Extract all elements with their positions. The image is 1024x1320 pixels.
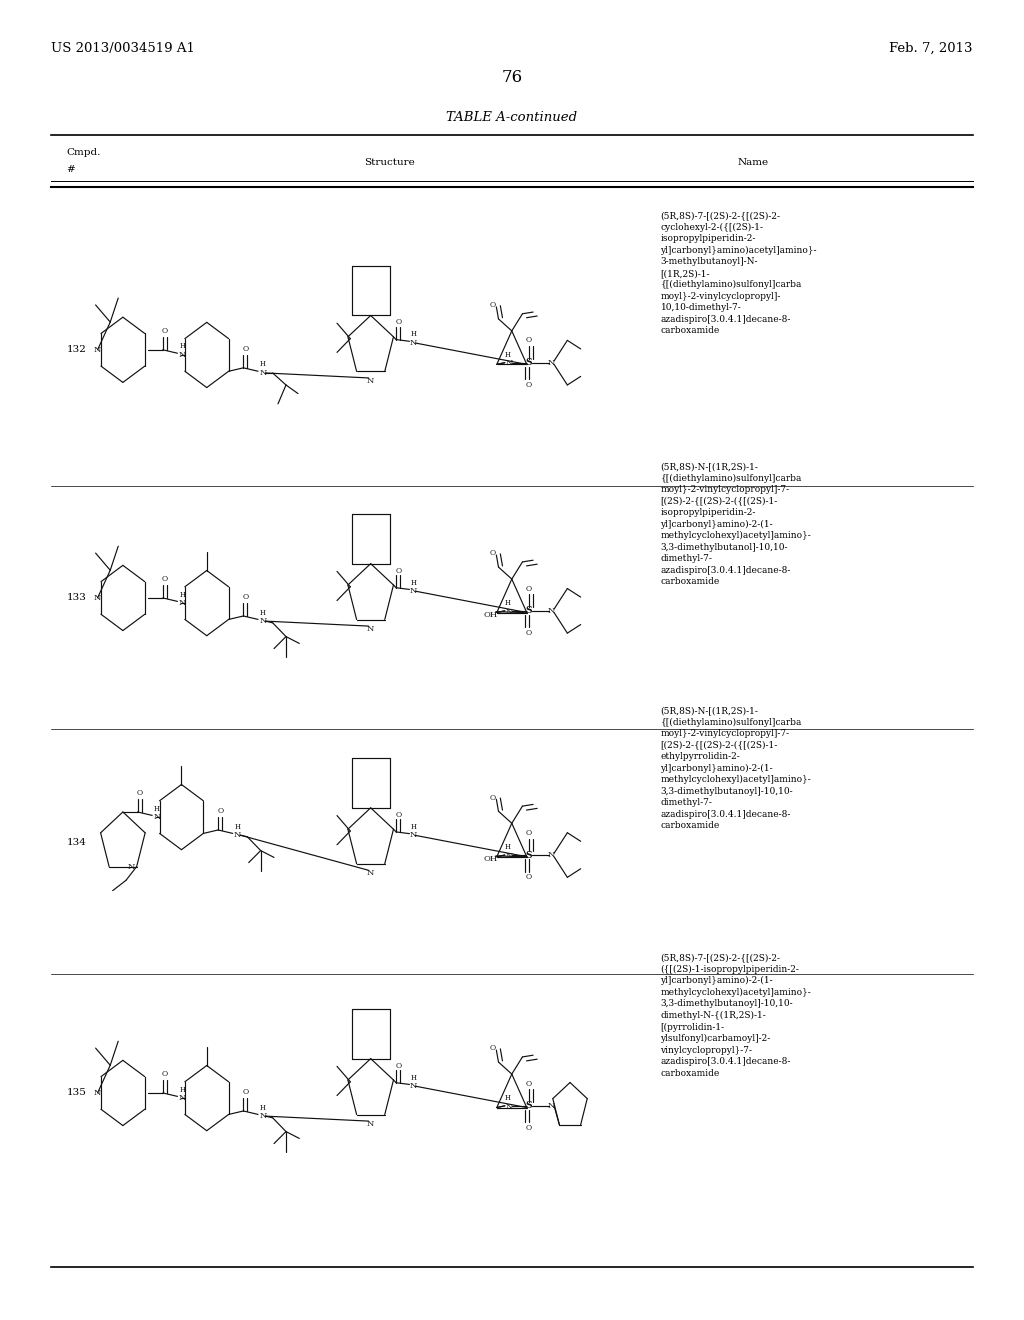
Text: N: N xyxy=(410,587,417,595)
Text: O: O xyxy=(525,337,531,345)
Text: N: N xyxy=(506,1102,513,1110)
Text: N: N xyxy=(94,1089,101,1097)
Text: H: H xyxy=(154,804,160,813)
Text: 134: 134 xyxy=(67,838,86,846)
Text: S: S xyxy=(525,1101,532,1110)
Text: O: O xyxy=(395,566,401,574)
Text: S: S xyxy=(525,850,532,859)
Text: Structure: Structure xyxy=(364,158,415,168)
Text: O: O xyxy=(525,381,531,389)
Text: 135: 135 xyxy=(67,1089,86,1097)
Text: O: O xyxy=(525,829,531,837)
Text: H: H xyxy=(260,609,266,616)
Text: O: O xyxy=(525,874,531,882)
Text: N: N xyxy=(94,346,101,354)
Text: N: N xyxy=(367,376,375,384)
Text: O: O xyxy=(136,789,142,797)
Text: H: H xyxy=(179,1085,185,1093)
Text: N: N xyxy=(367,1119,375,1127)
Text: N: N xyxy=(94,594,101,602)
Text: O: O xyxy=(243,1088,249,1096)
Text: N: N xyxy=(410,339,417,347)
Text: 132: 132 xyxy=(67,346,86,354)
Text: 133: 133 xyxy=(67,594,86,602)
Text: S: S xyxy=(525,606,532,615)
Text: O: O xyxy=(395,1061,401,1069)
Text: (5R,8S)-7-[(2S)-2-{[(2S)-2-
cyclohexyl-2-({[(2S)-1-
isopropylpiperidin-2-
yl]car: (5R,8S)-7-[(2S)-2-{[(2S)-2- cyclohexyl-2… xyxy=(660,211,817,335)
Text: H: H xyxy=(260,1104,266,1111)
Text: H: H xyxy=(411,330,417,338)
Text: O: O xyxy=(395,318,401,326)
Text: O: O xyxy=(395,810,401,818)
Text: (5R,8S)-7-[(2S)-2-{[(2S)-2-
({[(2S)-1-isopropylpiperidin-2-
yl]carbonyl}amino)-2: (5R,8S)-7-[(2S)-2-{[(2S)-2- ({[(2S)-1-is… xyxy=(660,953,811,1077)
Text: O: O xyxy=(525,1125,531,1133)
Text: O: O xyxy=(525,630,531,638)
Text: Name: Name xyxy=(737,158,768,168)
Text: H: H xyxy=(411,822,417,830)
Text: O: O xyxy=(490,793,497,801)
Text: O: O xyxy=(162,327,168,335)
Text: (5R,8S)-N-[(1R,2S)-1-
{[(diethylamino)sulfonyl]carba
moyl}-2-vinylcyclopropyl]-7: (5R,8S)-N-[(1R,2S)-1- {[(diethylamino)su… xyxy=(660,462,811,586)
Text: H: H xyxy=(411,578,417,586)
Text: OH: OH xyxy=(483,855,498,863)
Text: N: N xyxy=(178,1094,186,1102)
Text: O: O xyxy=(162,576,168,583)
Text: O: O xyxy=(243,345,249,352)
Text: #: # xyxy=(67,165,76,174)
Text: H: H xyxy=(505,351,511,359)
Text: N: N xyxy=(154,813,161,821)
Text: 76: 76 xyxy=(502,69,522,86)
Text: N: N xyxy=(259,370,266,378)
Text: O: O xyxy=(243,593,249,601)
Text: N: N xyxy=(506,607,513,615)
Text: N: N xyxy=(367,869,375,876)
Text: H: H xyxy=(234,822,241,830)
Text: O: O xyxy=(490,549,497,557)
Text: US 2013/0034519 A1: US 2013/0034519 A1 xyxy=(51,42,196,55)
Text: N: N xyxy=(233,832,242,840)
Text: O: O xyxy=(162,1071,168,1078)
Text: N: N xyxy=(410,832,417,840)
Text: N: N xyxy=(548,851,555,859)
Text: N: N xyxy=(548,359,555,367)
Text: N: N xyxy=(128,862,135,871)
Text: H: H xyxy=(179,590,185,598)
Text: H: H xyxy=(179,342,185,350)
Text: O: O xyxy=(525,1080,531,1088)
Text: O: O xyxy=(490,301,497,309)
Text: OH: OH xyxy=(483,611,498,619)
Text: O: O xyxy=(525,585,531,593)
Text: O: O xyxy=(490,1044,497,1052)
Text: Cmpd.: Cmpd. xyxy=(67,148,101,157)
Text: H: H xyxy=(505,1094,511,1102)
Text: S: S xyxy=(525,358,532,367)
Text: H: H xyxy=(505,599,511,607)
Text: (5R,8S)-N-[(1R,2S)-1-
{[(diethylamino)sulfonyl]carba
moyl}-2-vinylcyclopropyl]-7: (5R,8S)-N-[(1R,2S)-1- {[(diethylamino)su… xyxy=(660,706,811,830)
Text: N: N xyxy=(548,607,555,615)
Text: N: N xyxy=(506,359,513,367)
Text: H: H xyxy=(411,1073,417,1081)
Text: N: N xyxy=(410,1082,417,1090)
Text: TABLE A-continued: TABLE A-continued xyxy=(446,111,578,124)
Text: H: H xyxy=(260,360,266,368)
Text: N: N xyxy=(259,1113,266,1121)
Text: Feb. 7, 2013: Feb. 7, 2013 xyxy=(889,42,973,55)
Text: N: N xyxy=(548,1102,555,1110)
Text: N: N xyxy=(259,618,266,626)
Text: N: N xyxy=(178,351,186,359)
Text: O: O xyxy=(217,807,223,816)
Text: N: N xyxy=(178,599,186,607)
Text: N: N xyxy=(506,851,513,859)
Text: N: N xyxy=(367,624,375,632)
Text: H: H xyxy=(505,843,511,851)
